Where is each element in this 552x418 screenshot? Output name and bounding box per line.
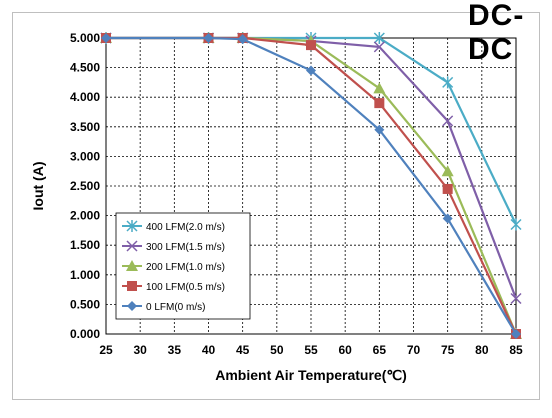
- data-point-square: [442, 183, 453, 194]
- data-point-asterisk: [373, 32, 385, 44]
- x-tick-label: 80: [475, 343, 489, 357]
- x-tick-label: 65: [373, 343, 387, 357]
- y-tick-label: 0.500: [70, 297, 100, 311]
- legend-label: 400 LFM(2.0 m/s): [146, 222, 225, 233]
- x-tick-label: 25: [99, 343, 113, 357]
- legend-item: 200 LFM(1.0 m/s): [122, 260, 225, 273]
- data-point-asterisk: [442, 76, 454, 89]
- series-layer: [100, 32, 522, 339]
- legend-label: 0 LFM(0 m/s): [146, 302, 205, 313]
- x-tick-label: 45: [236, 343, 250, 357]
- x-tick-label: 70: [407, 343, 421, 357]
- y-tick-label: 3.500: [70, 120, 100, 134]
- x-tick-label: 30: [133, 343, 147, 357]
- data-point-x: [442, 115, 454, 127]
- data-point-diamond: [237, 34, 248, 45]
- data-point-asterisk: [510, 218, 522, 231]
- legend-label: 300 LFM(1.5 m/s): [146, 242, 225, 253]
- x-tick-label: 75: [441, 343, 455, 357]
- derating-chart: 0.000 0.500 1.000 1.500 2.000 2.500 3.000 3.500…: [30, 31, 523, 383]
- data-point-triangle: [373, 82, 386, 94]
- y-tick-label: 1.500: [70, 238, 100, 252]
- data-point-diamond: [511, 329, 521, 339]
- legend: 400 LFM(2.0 m/s) 300 LFM(1.5 m/s) 200 LFM(…: [115, 212, 251, 320]
- y-tick-label: 2.000: [70, 209, 100, 223]
- data-point-square: [127, 281, 137, 291]
- y-tick-label: 0.000: [70, 327, 100, 341]
- data-point-diamond: [127, 301, 137, 311]
- y-tick-label: 1.000: [70, 268, 100, 282]
- data-point-x: [126, 240, 138, 252]
- y-tick-label: 3.000: [70, 149, 100, 163]
- data-point-diamond: [306, 65, 316, 76]
- data-point-square: [306, 40, 316, 51]
- data-point-x: [510, 292, 522, 305]
- legend-item: 300 LFM(1.5 m/s): [122, 240, 225, 253]
- legend-item: 0 LFM(0 m/s): [122, 301, 205, 313]
- y-axis-label: Iout (A): [30, 162, 46, 211]
- chart-frame: DC-DC 0.000 0.500 1.000 1.500 2.000 2.500 3.00…: [12, 0, 540, 400]
- corner-title: DC-DC: [468, 0, 525, 66]
- x-tick-label: 35: [168, 343, 182, 357]
- data-point-triangle: [126, 260, 138, 271]
- legend-item: 100 LFM(0.5 m/s): [122, 281, 225, 293]
- y-tick-label: 4.500: [70, 61, 100, 75]
- x-tick-label: 60: [338, 343, 352, 357]
- y-tick-label: 4.000: [70, 90, 100, 104]
- y-tick-label: 2.500: [70, 179, 100, 193]
- x-tick-label: 40: [202, 343, 216, 357]
- x-tick-label: 55: [304, 343, 318, 357]
- x-tick-label: 50: [270, 343, 284, 357]
- legend-item: 400 LFM(2.0 m/s): [122, 220, 225, 233]
- data-point-diamond: [374, 124, 385, 135]
- legend-label: 200 LFM(1.0 m/s): [146, 262, 225, 273]
- data-point-asterisk: [126, 220, 138, 232]
- y-tick-label: 5.000: [70, 31, 100, 45]
- y-axis-ticks: 0.000 0.500 1.000 1.500 2.000 2.500 3.000 3.500…: [70, 31, 100, 341]
- data-point-x: [373, 41, 385, 53]
- series-line-4: [101, 33, 521, 339]
- data-point-square: [374, 98, 385, 109]
- data-point-diamond: [203, 33, 214, 43]
- legend-label: 100 LFM(0.5 m/s): [146, 282, 225, 293]
- data-point-diamond: [442, 213, 453, 224]
- x-axis-ticks: 25 30 35 40 45 50 55 60 65 70 75 80 85: [99, 343, 523, 357]
- data-point-diamond: [101, 33, 111, 43]
- data-point-triangle: [441, 165, 454, 177]
- x-axis-label: Ambient Air Temperature(℃): [215, 367, 407, 383]
- x-tick-label: 85: [509, 343, 523, 357]
